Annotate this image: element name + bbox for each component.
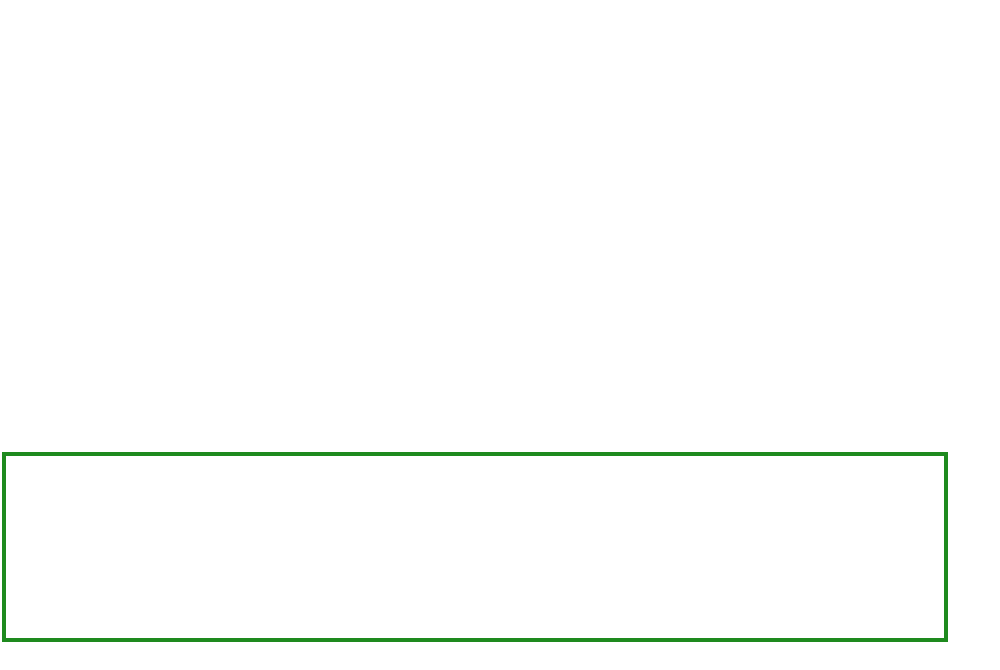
legend-box [2,452,948,642]
